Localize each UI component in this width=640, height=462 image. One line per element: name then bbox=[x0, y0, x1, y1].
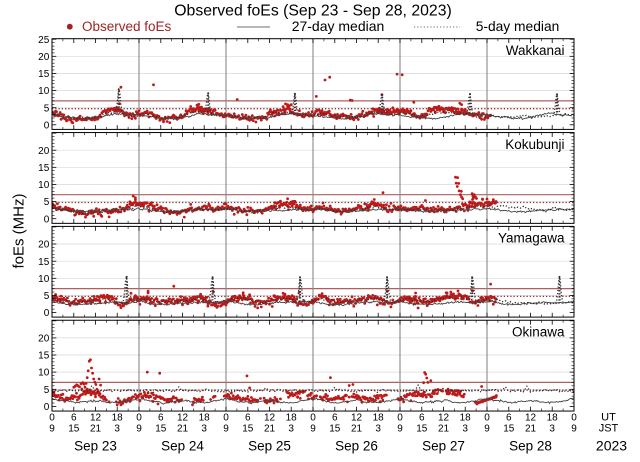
svg-text:Observed foEs: Observed foEs bbox=[82, 19, 172, 34]
svg-text:18: 18 bbox=[460, 413, 472, 424]
svg-text:15: 15 bbox=[38, 257, 50, 268]
svg-text:Sep 25: Sep 25 bbox=[248, 439, 291, 454]
svg-text:3: 3 bbox=[375, 424, 381, 435]
svg-text:10: 10 bbox=[38, 86, 50, 97]
svg-text:18: 18 bbox=[286, 413, 298, 424]
svg-text:15: 15 bbox=[38, 69, 50, 80]
svg-text:9: 9 bbox=[223, 424, 229, 435]
svg-text:9: 9 bbox=[49, 424, 55, 435]
svg-text:Wakkanai: Wakkanai bbox=[506, 43, 565, 58]
svg-text:6: 6 bbox=[71, 413, 77, 424]
svg-text:3: 3 bbox=[462, 424, 468, 435]
svg-text:18: 18 bbox=[112, 413, 124, 424]
svg-text:20: 20 bbox=[38, 334, 50, 345]
svg-text:12: 12 bbox=[351, 413, 363, 424]
svg-text:0: 0 bbox=[136, 413, 142, 424]
svg-text:9: 9 bbox=[571, 424, 577, 435]
svg-text:15: 15 bbox=[242, 424, 254, 435]
svg-text:12: 12 bbox=[90, 413, 102, 424]
svg-text:20: 20 bbox=[38, 146, 50, 157]
svg-text:12: 12 bbox=[177, 413, 189, 424]
svg-text:21: 21 bbox=[525, 424, 537, 435]
svg-text:6: 6 bbox=[158, 413, 164, 424]
svg-text:0: 0 bbox=[44, 120, 50, 131]
svg-text:27-day median: 27-day median bbox=[292, 18, 385, 34]
svg-text:18: 18 bbox=[199, 413, 211, 424]
svg-text:10: 10 bbox=[38, 274, 50, 285]
svg-text:21: 21 bbox=[438, 424, 450, 435]
svg-text:Kokubunji: Kokubunji bbox=[505, 137, 564, 152]
svg-text:12: 12 bbox=[525, 413, 537, 424]
svg-text:Sep 23: Sep 23 bbox=[74, 439, 117, 454]
svg-text:JST: JST bbox=[599, 423, 619, 435]
svg-text:15: 15 bbox=[68, 424, 80, 435]
svg-text:6: 6 bbox=[332, 413, 338, 424]
svg-text:0: 0 bbox=[397, 413, 403, 424]
svg-text:0: 0 bbox=[571, 413, 577, 424]
svg-text:15: 15 bbox=[416, 424, 428, 435]
svg-text:20: 20 bbox=[38, 240, 50, 251]
svg-text:15: 15 bbox=[503, 424, 515, 435]
svg-text:21: 21 bbox=[177, 424, 189, 435]
svg-text:3: 3 bbox=[201, 424, 207, 435]
svg-text:0: 0 bbox=[44, 214, 50, 225]
svg-text:0: 0 bbox=[310, 413, 316, 424]
svg-text:5: 5 bbox=[44, 385, 50, 396]
svg-text:25: 25 bbox=[38, 35, 50, 46]
svg-text:6: 6 bbox=[245, 413, 251, 424]
svg-text:0: 0 bbox=[44, 402, 50, 413]
svg-text:Sep 27: Sep 27 bbox=[422, 439, 465, 454]
svg-text:10: 10 bbox=[38, 180, 50, 191]
svg-text:21: 21 bbox=[90, 424, 102, 435]
svg-text:Sep 28: Sep 28 bbox=[509, 439, 552, 454]
svg-text:foEs (MHz): foEs (MHz) bbox=[11, 193, 28, 268]
svg-text:5: 5 bbox=[44, 291, 50, 302]
svg-text:15: 15 bbox=[38, 351, 50, 362]
svg-text:Sep 24: Sep 24 bbox=[161, 439, 204, 454]
svg-text:15: 15 bbox=[38, 163, 50, 174]
svg-text:0: 0 bbox=[44, 308, 50, 319]
svg-text:0: 0 bbox=[484, 413, 490, 424]
svg-text:9: 9 bbox=[397, 424, 403, 435]
svg-text:15: 15 bbox=[155, 424, 167, 435]
svg-text:2023: 2023 bbox=[596, 438, 627, 454]
svg-text:9: 9 bbox=[136, 424, 142, 435]
svg-text:9: 9 bbox=[310, 424, 316, 435]
svg-text:10: 10 bbox=[38, 368, 50, 379]
svg-text:18: 18 bbox=[373, 413, 385, 424]
svg-text:5-day median: 5-day median bbox=[476, 19, 560, 34]
svg-text:6: 6 bbox=[506, 413, 512, 424]
svg-text:3: 3 bbox=[288, 424, 294, 435]
svg-text:0: 0 bbox=[49, 413, 55, 424]
svg-text:0: 0 bbox=[223, 413, 229, 424]
svg-text:5: 5 bbox=[44, 103, 50, 114]
svg-text:12: 12 bbox=[264, 413, 276, 424]
svg-text:Sep 26: Sep 26 bbox=[335, 439, 378, 454]
svg-text:Observed foEs (Sep 23 - Sep 28: Observed foEs (Sep 23 - Sep 28, 2023) bbox=[174, 3, 452, 20]
svg-text:9: 9 bbox=[484, 424, 490, 435]
svg-text:18: 18 bbox=[547, 413, 559, 424]
svg-text:6: 6 bbox=[419, 413, 425, 424]
svg-text:12: 12 bbox=[438, 413, 450, 424]
svg-text:20: 20 bbox=[38, 52, 50, 63]
svg-text:15: 15 bbox=[329, 424, 341, 435]
svg-text:5: 5 bbox=[44, 197, 50, 208]
svg-text:Yamagawa: Yamagawa bbox=[498, 231, 565, 246]
svg-text:21: 21 bbox=[351, 424, 363, 435]
svg-text:21: 21 bbox=[264, 424, 276, 435]
svg-text:3: 3 bbox=[114, 424, 120, 435]
svg-text:Okinawa: Okinawa bbox=[512, 325, 565, 340]
svg-text:3: 3 bbox=[549, 424, 555, 435]
